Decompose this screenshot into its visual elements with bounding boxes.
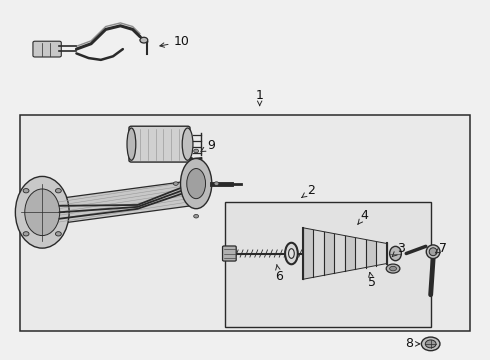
FancyBboxPatch shape <box>33 41 61 57</box>
Text: 7: 7 <box>436 242 447 255</box>
Ellipse shape <box>55 232 61 236</box>
Ellipse shape <box>386 264 400 273</box>
Ellipse shape <box>173 182 178 185</box>
Polygon shape <box>303 228 313 279</box>
Polygon shape <box>334 234 344 273</box>
Text: 6: 6 <box>275 265 283 283</box>
Polygon shape <box>366 239 376 267</box>
Ellipse shape <box>182 128 193 160</box>
Ellipse shape <box>55 189 61 193</box>
Text: 4: 4 <box>358 210 368 224</box>
Bar <box>225 202 431 327</box>
Text: 3: 3 <box>392 242 405 256</box>
Ellipse shape <box>194 149 198 153</box>
Polygon shape <box>49 180 196 225</box>
Ellipse shape <box>194 215 198 218</box>
Ellipse shape <box>127 128 136 160</box>
Ellipse shape <box>187 168 205 199</box>
Ellipse shape <box>390 266 396 271</box>
Text: 5: 5 <box>368 273 376 289</box>
Ellipse shape <box>421 337 440 351</box>
Text: 2: 2 <box>302 184 315 198</box>
Ellipse shape <box>285 243 298 264</box>
Ellipse shape <box>140 37 148 43</box>
Polygon shape <box>355 238 366 270</box>
FancyBboxPatch shape <box>222 246 236 261</box>
Ellipse shape <box>429 248 437 256</box>
Polygon shape <box>313 230 324 277</box>
Ellipse shape <box>15 176 69 248</box>
Text: 9: 9 <box>201 139 215 152</box>
Ellipse shape <box>131 128 188 160</box>
Text: 10: 10 <box>160 35 190 49</box>
Ellipse shape <box>23 189 29 193</box>
Ellipse shape <box>180 158 212 209</box>
FancyBboxPatch shape <box>129 126 190 162</box>
Text: 8: 8 <box>405 337 420 350</box>
Polygon shape <box>376 242 387 266</box>
Ellipse shape <box>426 245 440 258</box>
Ellipse shape <box>23 232 29 236</box>
Ellipse shape <box>214 182 219 185</box>
Polygon shape <box>324 231 334 275</box>
Ellipse shape <box>425 340 436 348</box>
Bar <box>20 116 470 330</box>
Ellipse shape <box>25 189 60 235</box>
Text: 1: 1 <box>256 89 264 105</box>
Ellipse shape <box>390 246 401 261</box>
Ellipse shape <box>289 249 294 258</box>
Polygon shape <box>344 235 355 271</box>
